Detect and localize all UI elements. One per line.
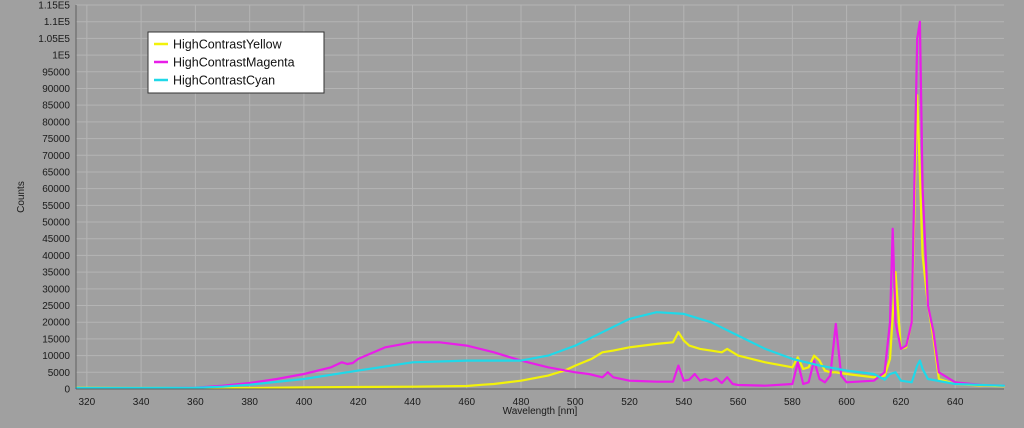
x-tick-label: 620 (893, 397, 910, 408)
x-tick-label: 560 (730, 397, 747, 408)
x-tick-label: 480 (513, 397, 530, 408)
y-tick-label: 1.15E5 (38, 1, 70, 12)
series-line-high-contrast-cyan (74, 311, 1006, 390)
y-tick-label: 50000 (42, 218, 70, 229)
y-tick-label: 80000 (42, 117, 70, 128)
y-tick-label: 1.1E5 (44, 17, 71, 28)
y-tick-label: 65000 (42, 167, 70, 178)
x-tick-label: 540 (675, 397, 692, 408)
y-tick-label: 10000 (42, 351, 70, 362)
x-tick-label: 500 (567, 397, 584, 408)
y-tick-label: 35000 (42, 268, 70, 279)
legend-box (147, 31, 325, 94)
x-tick-label: 460 (458, 397, 475, 408)
x-tick-label: 380 (241, 397, 258, 408)
x-axis-title: Wavelength [nm] (503, 406, 578, 417)
y-tick-label: 60000 (42, 184, 70, 195)
x-tick-label: 360 (187, 397, 204, 408)
y-tick-label: 5000 (48, 368, 71, 379)
y-tick-labels: 0 5000 10000 15000 20000 25000 30000 35000 40000… (38, 1, 70, 396)
y-tick-label: 95000 (42, 67, 70, 78)
y-tick-label: 20000 (42, 318, 70, 329)
y-tick-label: 70000 (42, 151, 70, 162)
y-tick-label: 75000 (42, 134, 70, 145)
axes (75, 5, 1004, 390)
series-lines (74, 20, 1006, 390)
x-tick-label: 640 (947, 397, 964, 408)
legend-label-high-contrast-yellow: HighContrastYellow (173, 38, 283, 52)
y-tick-label: 55000 (42, 201, 70, 212)
y-tick-label: 1.05E5 (38, 34, 70, 45)
y-tick-label: 90000 (42, 84, 70, 95)
y-tick-label: 40000 (42, 251, 70, 262)
y-axis-title: Counts (16, 181, 27, 213)
x-tick-label: 520 (621, 397, 638, 408)
y-tick-label: 0 (64, 385, 70, 396)
y-tick-label: 85000 (42, 101, 70, 112)
y-tick-label: 15000 (42, 334, 70, 345)
x-tick-label: 320 (79, 397, 96, 408)
x-tick-label: 600 (838, 397, 855, 408)
x-tick-label: 340 (133, 397, 150, 408)
legend-items: HighContrastYellow HighContrastMagenta Hig… (154, 38, 295, 88)
legend-label-high-contrast-magenta: HighContrastMagenta (173, 56, 295, 70)
x-tick-label: 420 (350, 397, 367, 408)
y-tick-label: 25000 (42, 301, 70, 312)
legend-label-high-contrast-cyan: HighContrastCyan (173, 74, 275, 88)
y-tick-label: 45000 (42, 234, 70, 245)
legend: HighContrastYellow HighContrastMagenta Hig… (147, 31, 325, 94)
x-tick-label: 440 (404, 397, 421, 408)
y-tick-label: 30000 (42, 284, 70, 295)
x-tick-label: 400 (296, 397, 313, 408)
x-tick-labels: 320 340 360 380 400 420 440 460 480 500 520 540 560 5… (79, 397, 964, 408)
y-tick-label: 1E5 (52, 51, 70, 62)
x-tick-label: 580 (784, 397, 801, 408)
series-line-high-contrast-magenta (74, 20, 1006, 390)
